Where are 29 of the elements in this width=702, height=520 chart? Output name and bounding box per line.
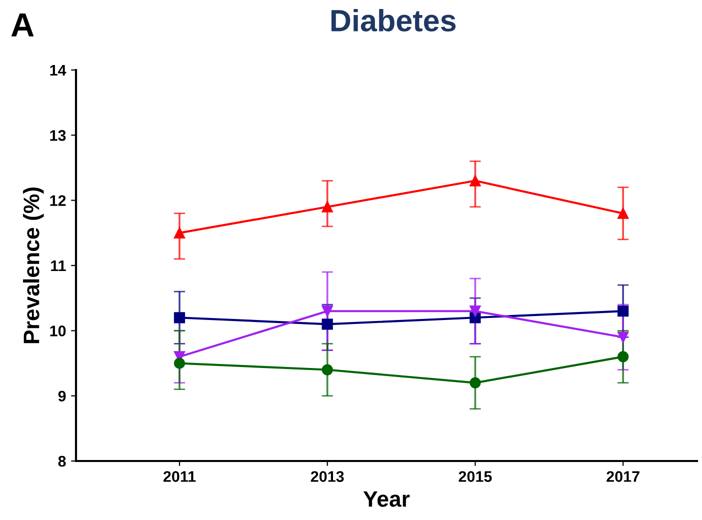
point <box>322 364 333 376</box>
point <box>618 306 629 317</box>
point <box>470 175 481 186</box>
x-tick-label: 2015 <box>458 471 492 482</box>
y-tick-label: 8 <box>58 456 66 467</box>
x-axis-title: Year <box>363 491 410 507</box>
y-tick-label: 12 <box>50 195 66 206</box>
x-tick-label: 2017 <box>606 471 640 482</box>
point <box>174 312 186 324</box>
chart-title: Diabetes <box>331 9 456 32</box>
y-axis-title: Prevalence (%) <box>23 188 44 344</box>
point <box>618 208 629 219</box>
x-tick-label: 2013 <box>310 471 344 482</box>
point <box>174 358 186 369</box>
y-tick-label: 9 <box>58 390 66 402</box>
y-tick-label: 10 <box>50 326 66 336</box>
x-tick-label: 2011 <box>163 471 196 482</box>
point <box>322 201 333 212</box>
y-tick-label: 11 <box>51 260 66 272</box>
point <box>470 306 481 317</box>
y-tick-label: 14 <box>50 65 66 76</box>
point <box>322 318 333 330</box>
point <box>618 332 629 343</box>
point <box>470 377 481 388</box>
point <box>618 351 629 362</box>
y-tick-label: 13 <box>50 130 66 141</box>
point <box>322 306 333 317</box>
text: A <box>11 13 34 36</box>
point <box>174 227 186 238</box>
